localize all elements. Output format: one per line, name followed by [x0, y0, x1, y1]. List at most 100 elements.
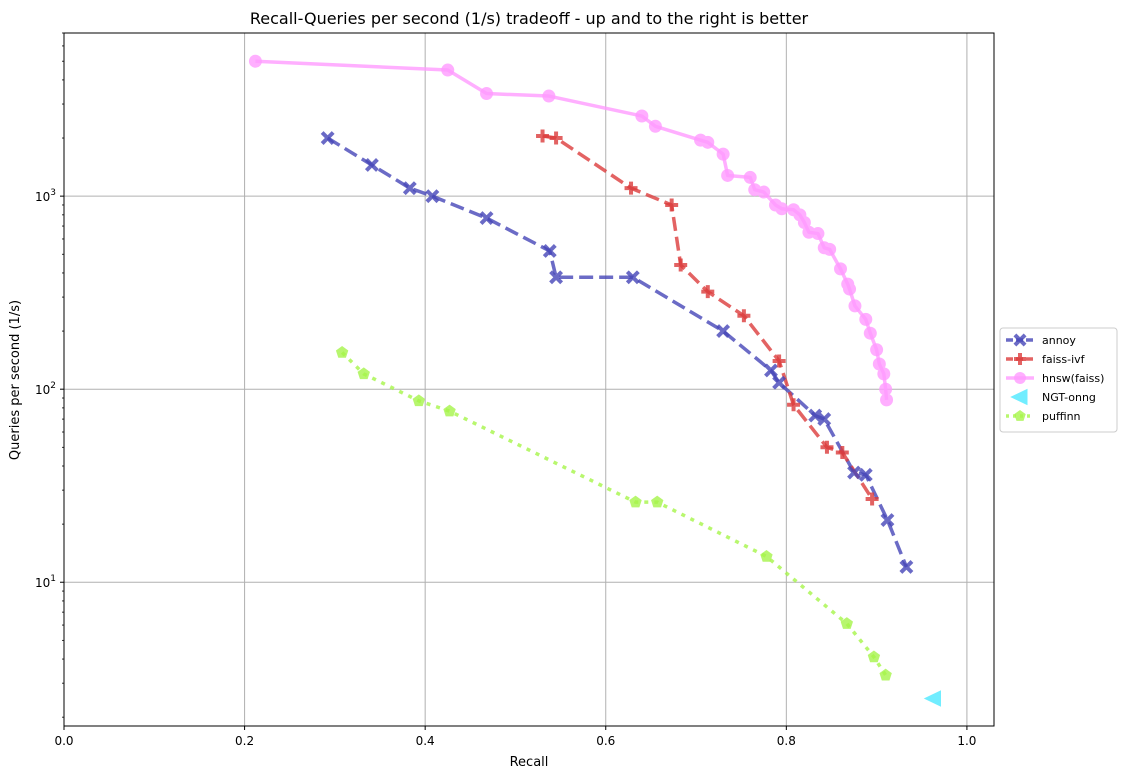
- legend-marker-hnsw-faiss-icon: [1014, 372, 1026, 384]
- x-tick-label: 0.2: [235, 734, 254, 748]
- data-point-hnsw-faiss: [716, 147, 730, 161]
- data-point-annoy: [625, 270, 640, 285]
- series-points-faiss-ivf: [536, 129, 879, 506]
- data-point-puffinn: [629, 495, 642, 508]
- data-point-annoy: [364, 158, 379, 172]
- legend-label: annoy: [1042, 334, 1076, 347]
- data-point-hnsw-faiss: [797, 216, 811, 230]
- data-point-annoy: [425, 189, 440, 204]
- legend-marker-ngt-onng-icon: [1010, 388, 1028, 406]
- legend-item-ngt-onng: NGT-onng: [1010, 388, 1096, 406]
- data-point-faiss-ivf: [701, 285, 715, 299]
- series-line-annoy: [326, 136, 909, 568]
- legend-item-faiss-ivf: faiss-ivf: [1006, 353, 1086, 366]
- legend-marker-annoy-icon: [1013, 333, 1027, 347]
- y-tick-label: 103: [35, 188, 56, 204]
- data-point-hnsw-faiss: [811, 227, 825, 241]
- data-point-annoy: [858, 467, 873, 482]
- data-point-puffinn: [760, 549, 773, 562]
- data-point-hnsw-faiss: [775, 202, 789, 216]
- data-point-hnsw-faiss: [743, 170, 757, 184]
- legend-item-annoy: annoy: [1006, 333, 1076, 347]
- series-line-faiss-ivf: [542, 134, 874, 500]
- series-line-hnsw-faiss: [255, 59, 889, 401]
- series-lines: [255, 59, 909, 677]
- y-tick-exponent: 1: [50, 574, 56, 584]
- data-point-faiss-ivf: [549, 131, 563, 145]
- data-point-hnsw-faiss: [757, 185, 771, 199]
- data-point-annoy: [847, 465, 861, 480]
- legend: annoy faiss-ivf hnsw(faiss) NGT-onng puffinn: [999, 327, 1118, 433]
- data-point-faiss-ivf: [737, 309, 751, 323]
- y-tick-base: 10: [35, 383, 50, 397]
- data-point-puffinn: [651, 495, 664, 508]
- data-point-annoy: [899, 560, 914, 574]
- data-point-hnsw-faiss: [877, 367, 891, 381]
- legend-marker: [1014, 372, 1026, 384]
- x-tick-label: 0.6: [596, 734, 615, 748]
- data-point-faiss-ivf: [674, 258, 688, 272]
- data-point-puffinn: [357, 367, 370, 380]
- x-axis-label: Recall: [510, 755, 549, 770]
- series-markers: [248, 54, 942, 707]
- y-tick-base: 10: [35, 576, 50, 590]
- data-point-faiss-ivf: [665, 198, 679, 212]
- data-point-annoy: [772, 375, 787, 390]
- data-point-hnsw-faiss: [823, 242, 837, 256]
- legend-item-hnsw-faiss: hnsw(faiss): [1006, 372, 1104, 385]
- grid: [63, 33, 994, 726]
- y-tick-label: 102: [35, 381, 56, 397]
- data-point-hnsw-faiss: [542, 89, 556, 103]
- x-tick-label: 0.8: [777, 734, 796, 748]
- data-point-puffinn: [879, 668, 892, 681]
- y-tick-exponent: 3: [50, 188, 56, 198]
- data-point-hnsw-faiss: [834, 262, 848, 276]
- y-tick-label: 101: [35, 574, 56, 590]
- data-point-hnsw-faiss: [848, 299, 862, 313]
- legend-marker: [1013, 333, 1027, 347]
- data-point-annoy: [817, 412, 832, 427]
- legend-marker-faiss-ivf-icon: [1014, 353, 1026, 365]
- data-point-hnsw-faiss: [441, 63, 455, 77]
- data-point-hnsw-faiss: [648, 119, 662, 133]
- data-point-faiss-ivf: [624, 181, 638, 195]
- data-point-hnsw-faiss: [880, 393, 894, 407]
- chart-title: Recall-Queries per second (1/s) tradeoff…: [250, 9, 809, 28]
- data-point-hnsw-faiss: [480, 87, 494, 101]
- legend-box: [999, 327, 1118, 433]
- x-tick-label: 1.0: [957, 734, 976, 748]
- legend-label: faiss-ivf: [1042, 353, 1086, 366]
- legend-label: puffinn: [1042, 410, 1081, 423]
- legend-label: NGT-onng: [1042, 391, 1096, 404]
- series-points-puffinn: [335, 345, 892, 681]
- data-point-faiss-ivf: [865, 492, 879, 506]
- data-point-annoy: [542, 244, 557, 258]
- x-tick-label: 0.0: [54, 734, 73, 748]
- series-points-hnsw-faiss: [248, 54, 894, 407]
- data-point-hnsw-faiss: [635, 109, 649, 123]
- data-point-annoy: [808, 408, 823, 423]
- legend-marker: [1014, 410, 1026, 421]
- data-point-annoy: [549, 270, 564, 285]
- data-point-hnsw-faiss: [721, 168, 735, 182]
- y-tick-exponent: 2: [50, 381, 56, 391]
- data-point-faiss-ivf: [787, 398, 801, 412]
- data-point-faiss-ivf: [820, 440, 834, 454]
- series-points-ngt-onng: [923, 690, 942, 707]
- data-point-faiss-ivf: [772, 354, 786, 368]
- data-point-puffinn: [840, 617, 854, 629]
- legend-marker: [1014, 353, 1026, 365]
- data-point-annoy: [479, 211, 494, 225]
- series-line-puffinn: [340, 351, 888, 677]
- data-point-hnsw-faiss: [879, 382, 893, 396]
- data-point-annoy: [716, 324, 731, 339]
- data-point-hnsw-faiss: [843, 282, 857, 296]
- legend-marker: [1010, 388, 1028, 406]
- data-point-annoy: [880, 513, 895, 527]
- plot-frame: [63, 32, 995, 727]
- data-point-hnsw-faiss: [248, 54, 262, 68]
- x-tick-label: 0.4: [416, 734, 435, 748]
- data-point-hnsw-faiss: [872, 357, 886, 371]
